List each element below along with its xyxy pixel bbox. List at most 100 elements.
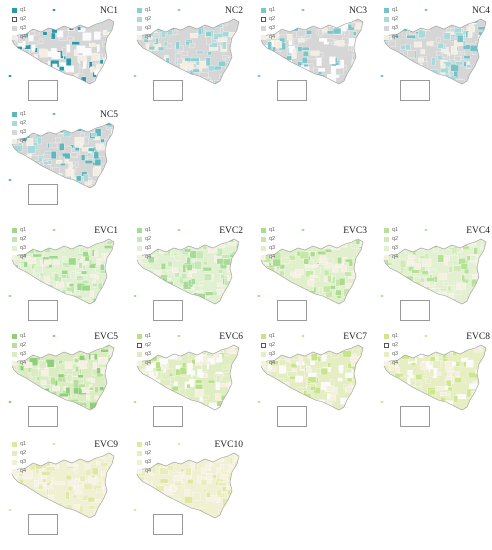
small-island (301, 8, 305, 12)
municipality-area (163, 460, 169, 469)
municipality-area (83, 136, 89, 145)
municipality-area (31, 495, 38, 500)
municipality-area (296, 345, 301, 351)
legend-swatch (384, 227, 389, 233)
municipality-area (12, 67, 16, 75)
municipality-area (476, 275, 483, 283)
municipality-area (355, 406, 362, 410)
municipality-area (81, 285, 91, 292)
legend: q1 q2 q3 q4 (12, 226, 26, 262)
municipality-area (17, 274, 22, 282)
municipality-area (205, 291, 214, 296)
municipality-area (385, 292, 393, 299)
municipality-area (110, 129, 114, 137)
legend-swatch (12, 351, 17, 357)
municipality-area (201, 453, 206, 460)
municipality-area (439, 19, 444, 24)
municipality-area (78, 66, 83, 75)
municipality-area (170, 347, 175, 353)
municipality-area (186, 383, 191, 389)
legend-label: q4 (20, 254, 27, 260)
municipality-area (358, 407, 363, 410)
municipality-area (400, 389, 407, 396)
municipality-area (139, 81, 144, 84)
municipality-area (228, 71, 237, 77)
municipality-area (216, 489, 222, 497)
municipality-area (196, 303, 203, 304)
municipality-area (215, 393, 222, 401)
municipality-area (338, 365, 344, 372)
legend-entry: q3 (384, 24, 398, 32)
municipality-area (459, 284, 466, 290)
municipality-area (353, 289, 360, 298)
municipality-area (436, 371, 442, 376)
municipality-area (30, 155, 39, 161)
municipality-area (101, 504, 109, 508)
municipality-area (325, 79, 332, 84)
municipality-area (149, 497, 154, 503)
municipality-area (94, 395, 99, 400)
legend-entry: q3 (384, 244, 398, 252)
legend-entry: q2 (137, 341, 151, 349)
municipality-area (15, 294, 23, 302)
municipality-area (109, 398, 114, 404)
legend-label: q4 (20, 468, 27, 474)
municipality-area (81, 387, 90, 394)
municipality-area (61, 406, 65, 410)
municipality-area (484, 31, 486, 38)
inset-box (28, 80, 58, 101)
municipality-area (346, 368, 352, 373)
municipality-area (105, 477, 113, 484)
municipality-area (195, 82, 203, 84)
municipality-area (261, 85, 268, 89)
municipality-area (396, 251, 406, 259)
municipality-area (232, 480, 239, 486)
municipality-area (307, 376, 317, 383)
municipality-area (144, 492, 153, 499)
legend-label: q3 (145, 459, 152, 465)
municipality-area (65, 475, 72, 480)
municipality-area (32, 281, 40, 286)
municipality-area (238, 249, 239, 254)
municipality-area (186, 257, 191, 265)
municipality-area (482, 54, 486, 59)
municipality-area (186, 302, 196, 304)
municipality-area (402, 25, 408, 32)
municipality-area (55, 137, 62, 143)
municipality-area (108, 472, 114, 481)
legend-label: q1 (269, 227, 276, 233)
municipality-area (279, 358, 286, 366)
municipality-area (302, 345, 310, 354)
municipality-area (61, 270, 68, 275)
legend-label: q4 (145, 34, 152, 40)
municipality-area (12, 387, 19, 392)
legend-swatch (137, 459, 142, 465)
municipality-area (351, 405, 358, 409)
municipality-area (208, 402, 217, 410)
municipality-area (44, 398, 49, 403)
municipality-area (317, 251, 326, 255)
municipality-area (288, 40, 293, 45)
municipality-area (220, 382, 229, 388)
municipality-area (204, 453, 213, 459)
municipality-area (218, 37, 228, 43)
municipality-area (453, 265, 462, 272)
municipality-area (31, 166, 40, 172)
municipality-area (193, 345, 200, 352)
municipality-area (115, 406, 120, 410)
municipality-area (351, 379, 358, 386)
municipality-area (93, 151, 100, 160)
municipality-area (141, 515, 150, 518)
municipality-area (273, 74, 283, 80)
municipality-area (239, 493, 247, 497)
legend-swatch (384, 254, 389, 260)
legend-entry: q1 (137, 332, 151, 340)
municipality-area (384, 395, 387, 399)
municipality-area (157, 46, 164, 51)
municipality-area (164, 500, 169, 505)
municipality-area (352, 349, 360, 354)
municipality-area (295, 269, 304, 275)
map-panel: q1 q2 q3 q4 NC4 (378, 2, 492, 102)
municipality-area (170, 71, 178, 78)
municipality-area (352, 257, 362, 262)
